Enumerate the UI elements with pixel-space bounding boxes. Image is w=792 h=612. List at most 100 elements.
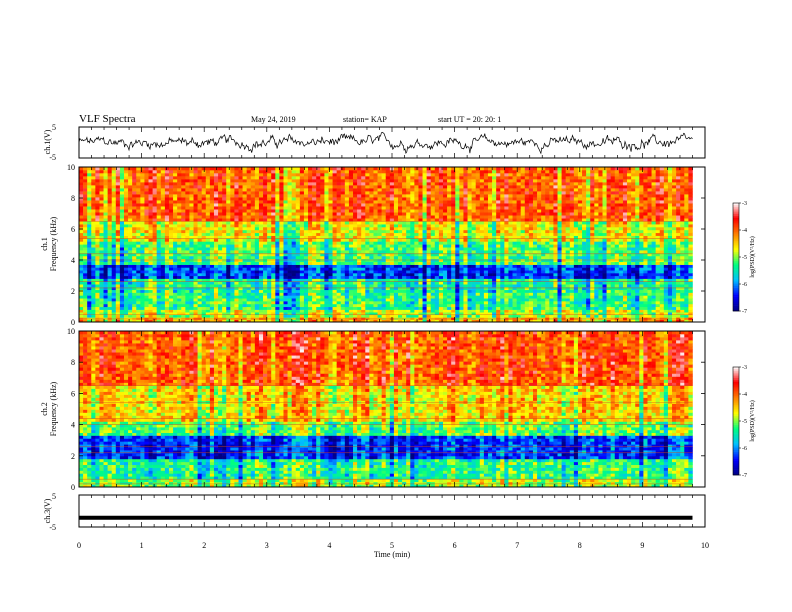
ch1-spec-cell — [189, 232, 194, 236]
ch1-spec-cell — [263, 238, 268, 242]
ch1-spec-cell — [226, 281, 231, 285]
ch1-spec-cell — [361, 212, 366, 216]
ch1-spec-cell — [148, 298, 153, 302]
ch1-spec-cell — [144, 203, 149, 207]
ch1-spec-cell — [361, 319, 366, 322]
ch1-spec-cell — [87, 264, 92, 268]
ch1-spec-cell — [254, 312, 260, 316]
ch1-spec-cell — [393, 179, 399, 183]
ch1-spec-cell — [111, 167, 117, 171]
ch1-spec-cell — [393, 301, 399, 305]
ch1-spec-cell — [193, 173, 198, 177]
ch1-spec-cell — [250, 273, 256, 277]
ch1-spec-cell — [189, 197, 194, 201]
ch1-spec-cell — [111, 215, 117, 219]
ch1-spec-cell — [115, 179, 121, 183]
ch1-spec-cell — [402, 306, 407, 310]
ch1-spec-cell — [164, 188, 170, 192]
ch1-spec-cell — [361, 264, 366, 268]
ch1-spec-cell — [299, 286, 305, 291]
ch1-spec-cell — [197, 232, 202, 236]
ch1-spec-cell — [111, 319, 117, 322]
ch1-spec-cell — [173, 173, 178, 177]
ch1-spec-cell — [181, 295, 186, 299]
ch1-spec-cell — [168, 289, 174, 293]
ch1-spec-cell — [410, 314, 415, 318]
ch1-spec-cell — [377, 218, 382, 222]
ch1-spec-cell — [303, 185, 309, 189]
ch1-spec-cell — [246, 247, 252, 251]
ch1-spec-cell — [316, 253, 321, 257]
ch1-spec-cell — [140, 319, 145, 322]
ch1-spec-cell — [332, 292, 337, 296]
ch1-spec-cell — [132, 244, 137, 248]
ch1-spec-cell — [209, 301, 215, 305]
ch1-spec-cell — [128, 273, 133, 277]
ch1-spec-cell — [193, 221, 198, 225]
ch1-spec-cell — [291, 241, 297, 245]
ch1-spec-cell — [414, 167, 419, 171]
ch1-spec-cell — [308, 281, 313, 285]
ch1-spec-cell — [308, 250, 313, 254]
ch1-spec-cell — [189, 179, 194, 183]
ch1-spec-cell — [173, 267, 178, 271]
ch1-spec-cell — [209, 212, 215, 216]
ch1-spec-cell — [91, 224, 96, 228]
ch1-spec-cell — [160, 218, 166, 222]
ch1-spec-cell — [115, 247, 121, 251]
ch1-spec-cell — [434, 253, 440, 257]
ch1-spec-cell — [418, 212, 423, 216]
ch1-spec-cell — [173, 232, 178, 236]
ch1-spec-cell — [103, 286, 108, 291]
ch1-spec-cell — [242, 309, 247, 313]
ch1-spec-cell — [144, 267, 149, 271]
ch1-spec-cell — [283, 275, 288, 279]
ch1-spec-cell — [83, 261, 88, 265]
ch1-spec-cell — [230, 267, 235, 271]
ch1-spec-cell — [128, 309, 133, 313]
ch1-spec-cell — [324, 224, 329, 228]
ch1-spec-cell — [430, 194, 436, 198]
ch1-spec-cell — [291, 206, 297, 210]
ch1-spec-cell — [181, 258, 186, 263]
ch1-spec-cell — [242, 306, 247, 310]
ch1-spec-cell — [434, 264, 440, 268]
ch1-spec-cell — [402, 194, 407, 198]
ch1-spec-cell — [377, 281, 382, 285]
ch1-spec-cell — [201, 303, 207, 308]
ch1-spec-cell — [99, 247, 104, 251]
ch1-spec-cell — [348, 278, 354, 282]
ch1-spec-cell — [205, 258, 211, 263]
ch1-spec-cell — [173, 221, 178, 225]
ch1-spec-cell — [303, 170, 309, 174]
ch1-spec-cell — [246, 253, 252, 257]
ch1-spec-cell — [271, 286, 276, 291]
ch1-spec-cell — [213, 235, 219, 239]
ch1-spec-cell — [263, 258, 268, 263]
ch1-spec-cell — [136, 182, 141, 186]
ch1-spec-cell — [303, 306, 309, 310]
ch1-spec-cell — [299, 281, 305, 285]
ch1-spec-cell — [344, 306, 350, 310]
ch1-spec-cell — [181, 206, 186, 210]
ch1-spec-cell — [263, 319, 268, 322]
ch1-spec-cell — [365, 206, 370, 210]
ch1-spec-cell — [254, 218, 260, 222]
ch1-spec-cell — [410, 253, 415, 257]
ch1-spec-cell — [447, 295, 452, 299]
ch1-spec-cell — [365, 227, 370, 231]
ch1-spec-cell — [328, 273, 333, 277]
ch1-spec-cell — [189, 203, 194, 207]
ch1-spec-cell — [218, 229, 223, 234]
ch1-spec-cell — [402, 309, 407, 313]
ch1-spec-cell — [218, 238, 223, 242]
ch1-spec-cell — [312, 200, 317, 204]
ch1-spec-cell — [430, 270, 436, 274]
ch1-spec-cell — [348, 241, 354, 245]
ch1-spec-cell — [177, 247, 182, 251]
ch1-spec-cell — [222, 170, 227, 174]
ch1-spec-cell — [128, 212, 133, 216]
ch1-spec-cell — [340, 301, 346, 305]
ch1-spec-cell — [438, 173, 444, 177]
ch1-spec-cell — [144, 194, 149, 198]
